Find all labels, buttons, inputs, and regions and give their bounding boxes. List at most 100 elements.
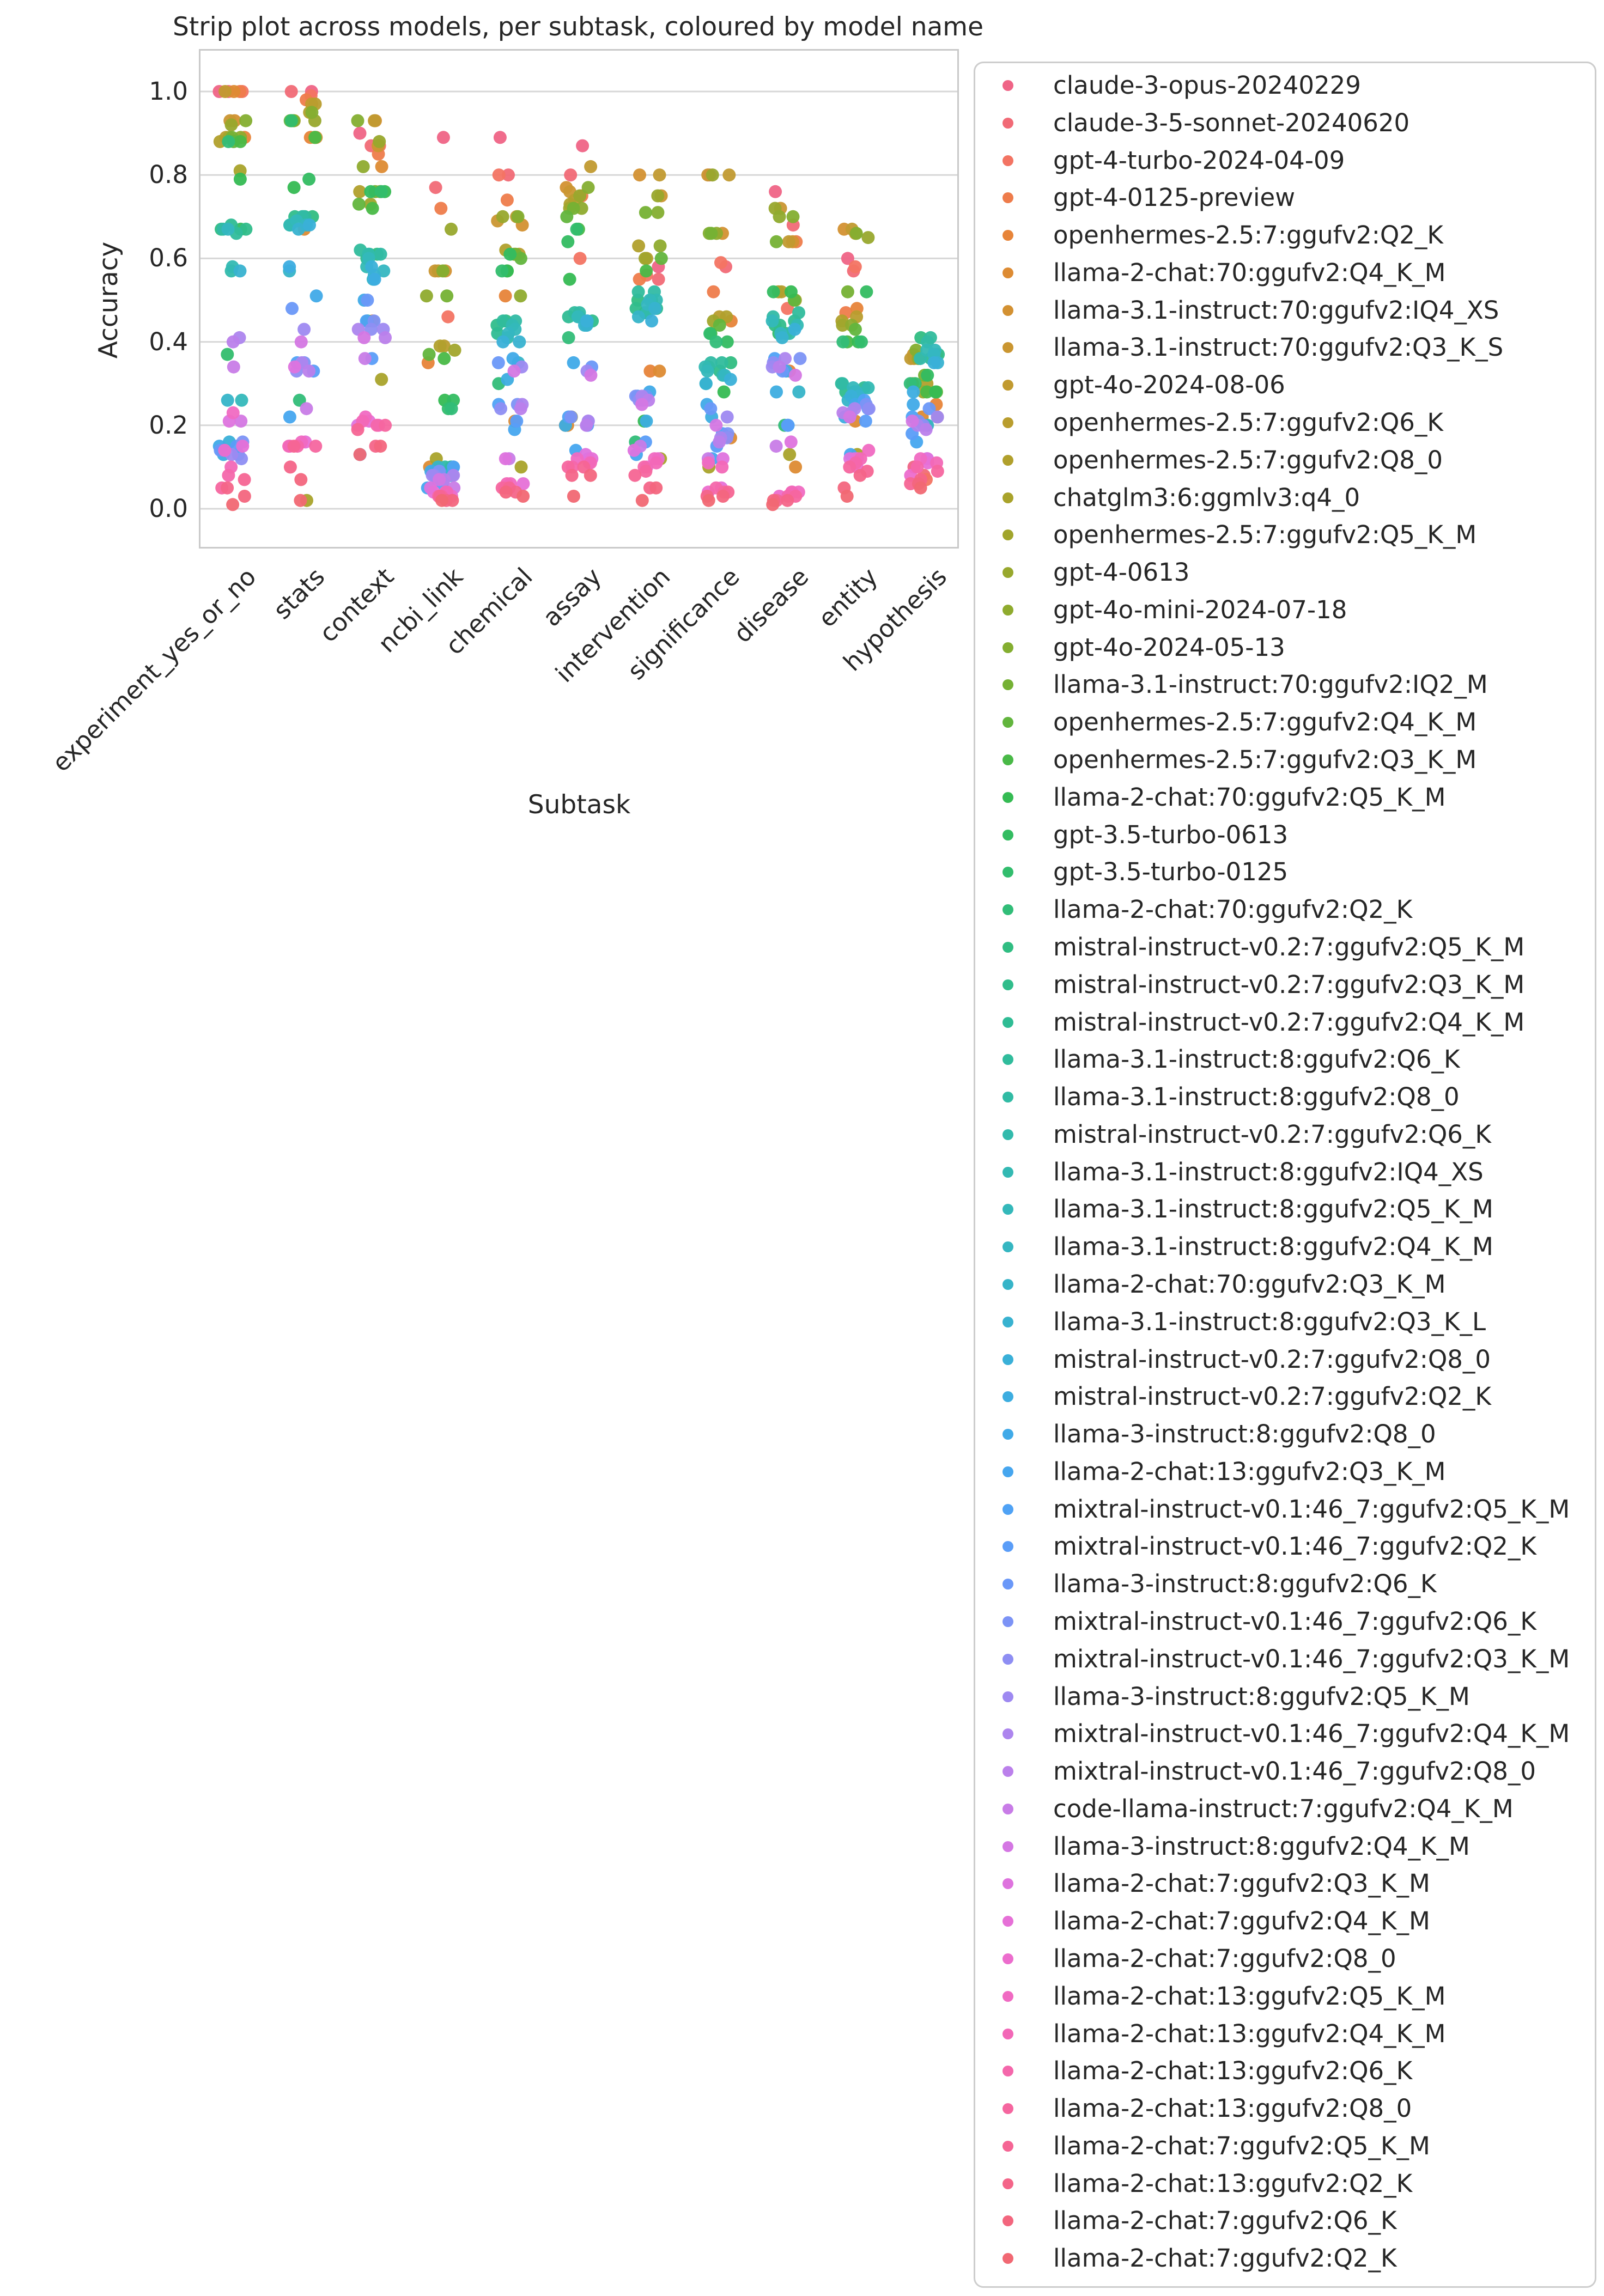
data-point [238, 490, 251, 503]
legend-item: llama-3.1-instruct:8:ggufv2:Q5_K_M [975, 1194, 1595, 1225]
data-point [627, 443, 641, 457]
legend-swatch-icon [1002, 1541, 1013, 1552]
legend-item: mixtral-instruct-v0.1:46_7:ggufv2:Q8_0 [975, 1756, 1595, 1787]
data-point [792, 306, 805, 319]
legend-item-label: llama-2-chat:70:ggufv2:Q5_K_M [1053, 782, 1446, 812]
legend-swatch-icon [1002, 904, 1013, 916]
data-point [374, 247, 387, 261]
legend-item-label: gpt-4o-2024-05-13 [1053, 632, 1285, 662]
data-point [931, 465, 944, 478]
data-point [309, 440, 323, 453]
legend-swatch-icon [1002, 567, 1013, 578]
legend-item-label: mistral-instruct-v0.2:7:ggufv2:Q3_K_M [1053, 970, 1525, 999]
data-point [773, 210, 786, 223]
data-point [907, 398, 920, 411]
legend-item: gpt-4-0613 [975, 557, 1595, 588]
legend-item: openhermes-2.5:7:ggufv2:Q6_K [975, 407, 1595, 438]
legend-item-label: llama-2-chat:13:ggufv2:Q3_K_M [1053, 1457, 1446, 1486]
data-point [715, 356, 728, 369]
data-point [368, 114, 381, 127]
data-point [639, 252, 652, 265]
data-point [434, 202, 448, 215]
legend-swatch-icon [1002, 267, 1013, 278]
legend-item: llama-2-chat:7:ggufv2:Q4_K_M [975, 1906, 1595, 1936]
legend-item: mistral-instruct-v0.2:7:ggufv2:Q4_K_M [975, 1007, 1595, 1038]
legend-swatch-icon [1002, 642, 1013, 653]
data-point [294, 335, 308, 349]
legend-swatch-icon [1002, 1953, 1013, 1964]
legend-swatch-icon [1002, 342, 1013, 354]
data-point [707, 285, 720, 299]
legend-item-label: openhermes-2.5:7:ggufv2:Q4_K_M [1053, 708, 1477, 737]
data-point [499, 485, 513, 499]
data-point [375, 160, 388, 173]
data-point [221, 393, 234, 407]
data-point [364, 185, 378, 198]
data-point [284, 114, 298, 127]
data-point [713, 435, 726, 449]
data-point [422, 348, 436, 361]
legend-item-label: mistral-instruct-v0.2:7:ggufv2:Q5_K_M [1053, 932, 1525, 961]
data-point [704, 227, 718, 240]
y-tick-label: 0.0 [149, 494, 188, 523]
data-point [652, 272, 665, 286]
legend-swatch-icon [1002, 1054, 1013, 1065]
legend-swatch-icon [1002, 454, 1013, 466]
legend-swatch-icon [1002, 1204, 1013, 1215]
data-point [781, 418, 794, 432]
legend-item: llama-2-chat:7:ggufv2:Q8_0 [975, 1944, 1595, 1974]
data-point [560, 210, 574, 223]
legend-item: mixtral-instruct-v0.1:46_7:ggufv2:Q5_K_M [975, 1494, 1595, 1525]
data-point [351, 423, 364, 436]
legend-item: llama-2-chat:7:ggufv2:Q2_K [975, 2243, 1595, 2274]
y-axis-label: Accuracy [94, 241, 124, 359]
data-point [640, 264, 653, 278]
data-point [709, 335, 723, 349]
data-point [294, 494, 307, 507]
legend-item: gpt-3.5-turbo-0613 [975, 820, 1595, 850]
data-point [859, 415, 872, 428]
legend-item: llama-2-chat:13:ggufv2:Q2_K [975, 2169, 1595, 2199]
data-point [435, 494, 448, 507]
data-point [653, 364, 666, 378]
legend-item-label: llama-2-chat:13:ggufv2:Q4_K_M [1053, 2019, 1446, 2048]
data-point [769, 185, 782, 198]
legend-item-label: chatglm3:6:ggmlv3:q4_0 [1053, 483, 1360, 512]
legend-swatch-icon [1002, 979, 1013, 990]
legend-swatch-icon [1002, 2178, 1013, 2189]
legend-item: llama-2-chat:13:ggufv2:Q6_K [975, 2056, 1595, 2086]
data-point [285, 302, 299, 315]
y-tick-label: 0.6 [149, 243, 188, 273]
data-point [649, 456, 663, 470]
data-point [855, 335, 868, 349]
data-point [436, 264, 449, 278]
data-point [836, 319, 849, 332]
legend-item: openhermes-2.5:7:ggufv2:Q5_K_M [975, 520, 1595, 550]
legend-item-label: llama-3-instruct:8:ggufv2:Q4_K_M [1053, 1831, 1470, 1861]
data-point [767, 285, 780, 299]
data-point [584, 468, 597, 482]
legend-swatch-icon [1002, 1278, 1013, 1290]
data-point [303, 218, 316, 232]
data-point [309, 289, 323, 303]
data-point [699, 377, 713, 391]
data-point [720, 335, 734, 349]
data-point [373, 135, 386, 148]
data-point [233, 172, 247, 186]
data-point [358, 352, 372, 366]
data-point [294, 473, 308, 486]
data-point [441, 310, 455, 324]
data-point [584, 368, 598, 382]
y-tick-label: 0.4 [149, 327, 188, 356]
data-point [495, 264, 509, 278]
legend-swatch-icon [1002, 1016, 1013, 1028]
data-point [861, 381, 875, 394]
y-tick-label: 0.8 [149, 160, 188, 190]
legend-item-label: llama-2-chat:13:ggufv2:Q5_K_M [1053, 1981, 1446, 2011]
legend-swatch-icon [1002, 2140, 1013, 2152]
data-point [648, 302, 662, 315]
data-point [510, 415, 524, 428]
legend-item-label: llama-2-chat:7:ggufv2:Q2_K [1053, 2244, 1397, 2273]
data-point [374, 440, 387, 453]
